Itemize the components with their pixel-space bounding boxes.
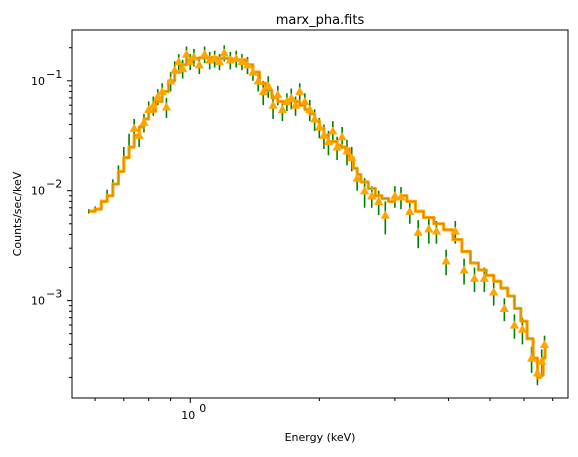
data-point-66: [441, 256, 451, 265]
y-axis-label: Counts/sec/keV: [11, 171, 24, 256]
data-point-51: [332, 142, 342, 151]
data-point-12: [148, 100, 158, 109]
data-point-39: [277, 104, 288, 113]
data-point-67: [450, 226, 460, 235]
data-point-30: [231, 53, 241, 62]
y-tick-label-exp-2: −1: [46, 68, 62, 81]
data-point-33: [248, 67, 258, 76]
data-point-76: [532, 368, 543, 377]
data-point-74: [517, 324, 528, 333]
data-point-69: [469, 273, 480, 282]
data-point-54: [347, 152, 357, 162]
data-point-37: [268, 100, 278, 109]
data-point-9: [134, 130, 144, 139]
plot-area: [87, 45, 550, 386]
data-point-72: [499, 303, 509, 312]
data-point-15: [161, 102, 172, 111]
data-point-45: [305, 104, 315, 113]
data-point-36: [263, 81, 273, 90]
data-point-68: [459, 265, 469, 274]
data-point-78: [539, 339, 550, 348]
data-point-13: [153, 91, 163, 101]
data-point-64: [424, 224, 434, 233]
data-point-20: [181, 49, 192, 58]
plot-marks: [87, 45, 550, 386]
x-tick-label-exp-0: 0: [199, 402, 206, 415]
data-point-24: [199, 49, 210, 58]
data-point-52: [337, 132, 347, 141]
data-point-63: [413, 227, 423, 236]
data-point-71: [489, 287, 499, 296]
data-point-70: [479, 273, 489, 282]
data-point-49: [323, 136, 334, 146]
data-point-59: [380, 210, 390, 219]
data-point-60: [390, 191, 400, 200]
data-point-31: [237, 56, 247, 66]
data-point-55: [352, 173, 362, 182]
x-axis-label: Energy (keV): [285, 431, 356, 444]
data-point-8: [129, 123, 139, 132]
data-point-34: [253, 76, 263, 85]
data-point-56: [359, 186, 370, 195]
data-point-35: [258, 86, 268, 96]
y-tick-label-exp-0: −3: [46, 288, 62, 301]
y-tick-label-exp-1: −2: [46, 178, 62, 191]
data-point-11: [144, 104, 154, 113]
data-point-27: [214, 56, 225, 66]
data-point-62: [405, 206, 415, 215]
data-point-26: [210, 53, 220, 62]
data-point-44: [300, 96, 310, 105]
data-point-32: [242, 60, 253, 69]
data-point-17: [170, 65, 180, 74]
data-point-53: [342, 146, 352, 155]
plot-frame: [71, 29, 569, 399]
data-point-18: [174, 56, 184, 66]
data-point-58: [374, 196, 384, 205]
y-tick-label-1: 10: [31, 185, 45, 198]
data-point-42: [290, 100, 301, 109]
y-tick-label-2: 10: [31, 75, 45, 88]
data-point-23: [194, 60, 204, 69]
data-point-48: [319, 130, 329, 139]
data-point-19: [178, 63, 188, 72]
data-point-47: [314, 122, 324, 131]
data-point-28: [219, 48, 229, 57]
data-point-57: [367, 191, 377, 200]
x-tick-label-0: 10: [181, 409, 195, 422]
data-point-16: [166, 76, 176, 85]
data-point-75: [526, 353, 537, 362]
data-point-21: [185, 56, 195, 66]
data-point-46: [310, 114, 320, 123]
data-point-22: [189, 52, 199, 61]
data-point-73: [509, 320, 520, 329]
data-point-14: [157, 86, 167, 96]
chart-title: marx_pha.fits: [276, 13, 365, 28]
data-point-65: [431, 226, 442, 235]
data-point-43: [295, 86, 305, 96]
data-point-10: [139, 117, 149, 126]
data-point-61: [396, 192, 406, 201]
data-point-38: [273, 89, 283, 99]
data-point-50: [328, 126, 338, 135]
y-tick-label-0: 10: [31, 295, 45, 308]
data-point-41: [286, 93, 296, 102]
data-point-77: [537, 356, 547, 365]
